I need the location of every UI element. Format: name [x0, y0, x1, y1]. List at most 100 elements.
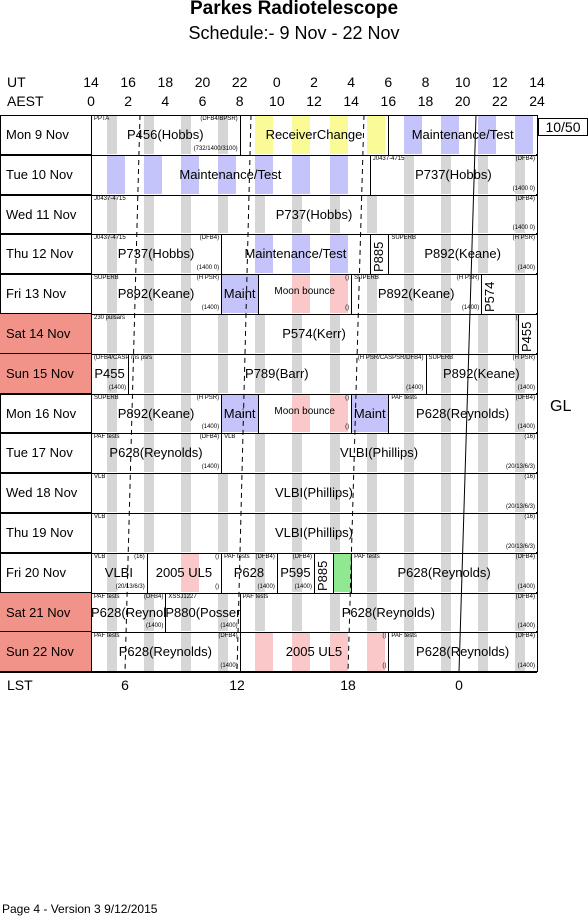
- schedule-block[interactable]: [221, 234, 370, 275]
- block-backend: (DFB4): [515, 155, 535, 162]
- aest-label: AEST: [7, 93, 44, 109]
- schedule-block[interactable]: [425, 353, 538, 394]
- schedule-block[interactable]: [481, 274, 537, 314]
- schedule-block[interactable]: [91, 115, 240, 155]
- block-frequency: (1400): [406, 384, 424, 391]
- block-stripe: [255, 354, 266, 393]
- block-stripe: [218, 116, 229, 154]
- ut-tick: 16: [120, 74, 136, 90]
- block-program: P455: [519, 321, 535, 352]
- block-stripe: [441, 633, 452, 672]
- schedule-block[interactable]: [221, 433, 537, 474]
- block-stripe: [180, 514, 191, 552]
- block-bg: [369, 235, 389, 274]
- row-divider: [0, 592, 537, 594]
- block-program: VLBI(Phillips): [274, 485, 354, 501]
- block-target: SUPERB: [391, 235, 417, 242]
- block-stripe: [329, 394, 348, 433]
- ut-label: UT: [7, 74, 26, 90]
- block-backend: (H PSR/CASPSR/DFB4): [357, 354, 424, 361]
- block-stripe: [515, 116, 534, 154]
- block-frequency: (1400 0): [196, 265, 220, 272]
- block-target: XSSJ1227: [168, 593, 197, 600]
- block-program: P880(Possenti): [165, 604, 255, 620]
- ut-tick: 10: [454, 74, 471, 90]
- row-divider: [0, 433, 537, 435]
- schedule-block[interactable]: [91, 314, 537, 354]
- schedule-block[interactable]: [221, 393, 258, 434]
- block-stripe: [255, 434, 266, 473]
- block-stripe: [366, 315, 377, 353]
- block-stripe: [143, 155, 162, 194]
- schedule-block[interactable]: [258, 274, 351, 314]
- schedule-block[interactable]: [258, 393, 351, 434]
- schedule-block[interactable]: [91, 513, 537, 553]
- schedule-block[interactable]: [91, 154, 370, 195]
- block-backend: (DFB4): [515, 394, 535, 401]
- schedule-block[interactable]: [276, 552, 314, 593]
- block-stripe: [403, 514, 414, 552]
- schedule-block[interactable]: [91, 473, 537, 513]
- schedule-block[interactable]: [91, 552, 147, 593]
- schedule-block[interactable]: [221, 552, 277, 593]
- schedule-block[interactable]: [369, 234, 389, 275]
- schedule-block[interactable]: [165, 592, 239, 633]
- block-stripe: [106, 116, 117, 154]
- schedule-block[interactable]: [221, 274, 258, 314]
- block-backend: (DFB4): [515, 633, 535, 640]
- block-stripe: [143, 275, 154, 313]
- schedule-block[interactable]: [91, 632, 240, 673]
- schedule-block[interactable]: [369, 154, 537, 195]
- block-stripe: [366, 553, 377, 592]
- block-frequency: (1400): [294, 583, 312, 590]
- schedule-block[interactable]: [91, 353, 128, 394]
- schedule-block[interactable]: [91, 274, 221, 314]
- block-stripe: [366, 633, 385, 672]
- schedule-block[interactable]: [388, 115, 537, 155]
- block-backend: (): [382, 633, 387, 640]
- block-program: Maint: [223, 286, 256, 302]
- block-stripe: [441, 593, 452, 632]
- block-backend: (16): [524, 514, 535, 520]
- schedule-block[interactable]: [146, 552, 221, 593]
- schedule-block[interactable]: [332, 552, 352, 593]
- schedule-block[interactable]: [518, 314, 537, 354]
- block-stripe: [478, 394, 489, 433]
- schedule-block[interactable]: [388, 632, 537, 673]
- schedule-block[interactable]: [91, 592, 165, 633]
- schedule-block[interactable]: [91, 194, 537, 235]
- schedule-block[interactable]: [91, 433, 221, 474]
- schedule-block[interactable]: [91, 393, 221, 434]
- block-stripe: [106, 553, 117, 592]
- schedule-block[interactable]: [388, 393, 537, 434]
- block-stripe: [403, 354, 414, 393]
- schedule-block[interactable]: [91, 234, 221, 275]
- day-label: Sun 15 Nov: [0, 353, 91, 394]
- block-program: P892(Keane): [117, 405, 195, 421]
- block-target: PPTA: [94, 116, 110, 122]
- ut-tick: 0: [272, 74, 281, 90]
- block-stripe: [441, 235, 452, 274]
- schedule-block[interactable]: [314, 552, 333, 593]
- schedule-block[interactable]: [388, 234, 537, 275]
- block-stripe: [515, 593, 526, 632]
- block-stripe: [403, 434, 414, 473]
- ut-tick: 14: [83, 74, 99, 90]
- block-backend: (DFB4): [292, 553, 312, 560]
- block-backend: (DFB4): [515, 553, 535, 560]
- row-divider: [0, 513, 537, 514]
- block-program: P574: [482, 281, 498, 312]
- block-target: SUPERB: [428, 354, 454, 361]
- ut-tick: 22: [231, 74, 248, 90]
- block-frequency: (20/13/6/3): [505, 543, 535, 550]
- block-stripe: [143, 514, 154, 552]
- block-stripe: [515, 474, 526, 512]
- block-stripe: [478, 514, 489, 552]
- day-label: Thu 12 Nov: [0, 234, 91, 275]
- block-stripe: [143, 354, 154, 393]
- block-stripe: [441, 354, 452, 393]
- block-backend: (H PSR): [512, 354, 535, 361]
- block-frequency: (1400 0): [512, 185, 535, 192]
- block-stripe: [366, 434, 377, 473]
- block-backend: (): [345, 275, 350, 282]
